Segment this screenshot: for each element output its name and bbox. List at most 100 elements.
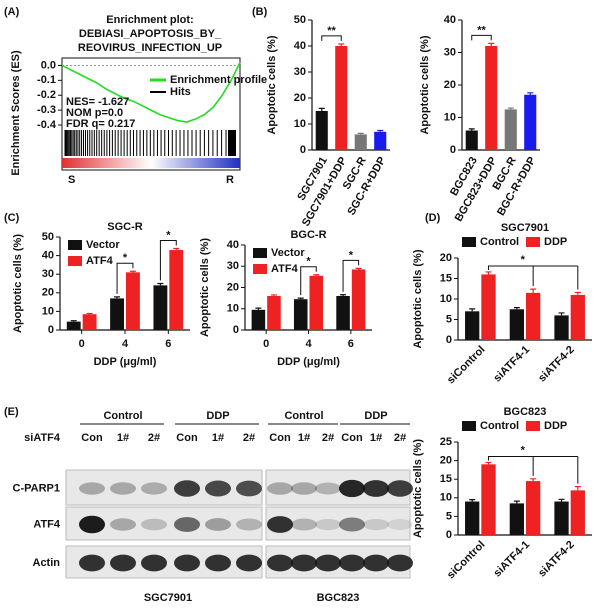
x-tick-label: 6 xyxy=(165,338,171,350)
y-tick-label: 40 xyxy=(227,239,239,251)
bar xyxy=(110,298,124,330)
significance: * xyxy=(166,229,171,241)
y-tick-label: 10 xyxy=(227,303,239,315)
chart-title: REOVIRUS_INFECTION_UP xyxy=(78,42,222,54)
lane-label: 1# xyxy=(212,432,224,444)
bar xyxy=(504,109,517,150)
error-bar xyxy=(318,107,325,111)
bar xyxy=(251,309,266,330)
legend-swatch xyxy=(462,237,476,247)
row-label: C-PARP1 xyxy=(13,482,60,494)
y-tick-label: 30 xyxy=(227,260,239,272)
error-bar xyxy=(530,478,537,482)
bar xyxy=(315,111,328,150)
band xyxy=(236,480,262,497)
y-tick-label: 10 xyxy=(444,111,456,123)
enrichment-line xyxy=(61,62,241,123)
band xyxy=(291,554,317,572)
significance: * xyxy=(521,444,526,456)
error-bar xyxy=(86,312,93,315)
lane-label: 1# xyxy=(370,432,382,444)
band xyxy=(174,554,200,572)
y-tick-label: 0 xyxy=(48,324,54,336)
y-tick-label: 20 xyxy=(440,455,452,467)
lane-label: Con xyxy=(81,432,103,444)
band xyxy=(363,554,389,572)
y-tick-label: 20 xyxy=(444,79,456,91)
band xyxy=(110,554,136,572)
error-bar xyxy=(340,294,347,296)
bracket xyxy=(300,266,317,296)
error-bar xyxy=(377,129,384,132)
lane-label: Con xyxy=(269,432,291,444)
bar xyxy=(153,285,168,330)
significance: ** xyxy=(327,25,336,37)
panel-label: (B) xyxy=(252,6,268,18)
band xyxy=(291,518,317,531)
bar xyxy=(526,292,541,340)
x-axis-label: DDP (μg/ml) xyxy=(94,356,157,368)
bar xyxy=(267,296,281,330)
panel-label: (C) xyxy=(4,212,20,224)
y-tick-label: 0 xyxy=(450,144,456,156)
panel-label: (D) xyxy=(425,212,441,224)
bar xyxy=(524,94,537,150)
bar xyxy=(509,503,524,535)
y-tick-label: 10 xyxy=(294,118,306,130)
bracket xyxy=(116,262,134,294)
y-tick-label: 30 xyxy=(294,66,306,78)
legend-swatch xyxy=(462,421,476,431)
bar xyxy=(554,501,569,535)
x-tick-label: siATF4-1 xyxy=(491,344,532,385)
y-tick-label: 40 xyxy=(294,40,306,52)
bar xyxy=(374,131,387,150)
y-tick-label: -0.4 xyxy=(37,119,57,131)
y-tick-label: 30 xyxy=(42,268,54,280)
band xyxy=(236,554,262,572)
significance: * xyxy=(306,256,311,268)
error-bar xyxy=(114,296,121,299)
band xyxy=(174,480,200,497)
bracket xyxy=(487,265,579,290)
error-bar xyxy=(530,288,537,293)
y-tick-label: 10 xyxy=(42,305,54,317)
lane-label: 1# xyxy=(117,432,129,444)
legend-label: DDP xyxy=(544,420,567,432)
y-tick-label: 25 xyxy=(440,436,452,448)
error-bar xyxy=(313,274,320,276)
blot-label: siATF4 xyxy=(24,432,61,444)
bracket xyxy=(321,35,342,41)
bar xyxy=(465,130,478,150)
error-bar xyxy=(297,297,304,300)
x-tick-label: 0 xyxy=(263,338,269,350)
x-tick-label: siATF4-2 xyxy=(536,344,577,385)
x-tick-label: 4 xyxy=(305,338,312,350)
x-tick-label: 6 xyxy=(348,338,354,350)
band xyxy=(267,554,293,572)
error-bar xyxy=(70,320,77,322)
lane-label: 2# xyxy=(148,432,160,444)
y-tick-label: -0.3 xyxy=(37,104,56,116)
lane-label: 2# xyxy=(322,432,334,444)
bar xyxy=(66,321,81,330)
band xyxy=(267,482,293,495)
y-axis-label: Apoptotic cells (%) xyxy=(412,439,424,538)
legend-swatch xyxy=(253,264,267,274)
band xyxy=(110,518,136,531)
x-tick-label: siATF4-2 xyxy=(536,539,577,580)
lane-label: 2# xyxy=(243,432,255,444)
error-bar xyxy=(357,132,364,135)
bar xyxy=(554,315,569,340)
plot-frame xyxy=(61,57,241,171)
error-bar xyxy=(469,308,476,312)
y-tick-label: 20 xyxy=(294,92,306,104)
x-tick-label: 4 xyxy=(122,338,129,350)
panel-label: (A) xyxy=(4,6,20,18)
bar xyxy=(481,464,496,535)
error-bar xyxy=(558,312,565,316)
lane-label: Con xyxy=(341,432,363,444)
bar xyxy=(169,250,184,330)
y-tick-label: -0.2 xyxy=(37,89,56,101)
y-axis-label: Apoptotic cells (%) xyxy=(266,35,278,134)
